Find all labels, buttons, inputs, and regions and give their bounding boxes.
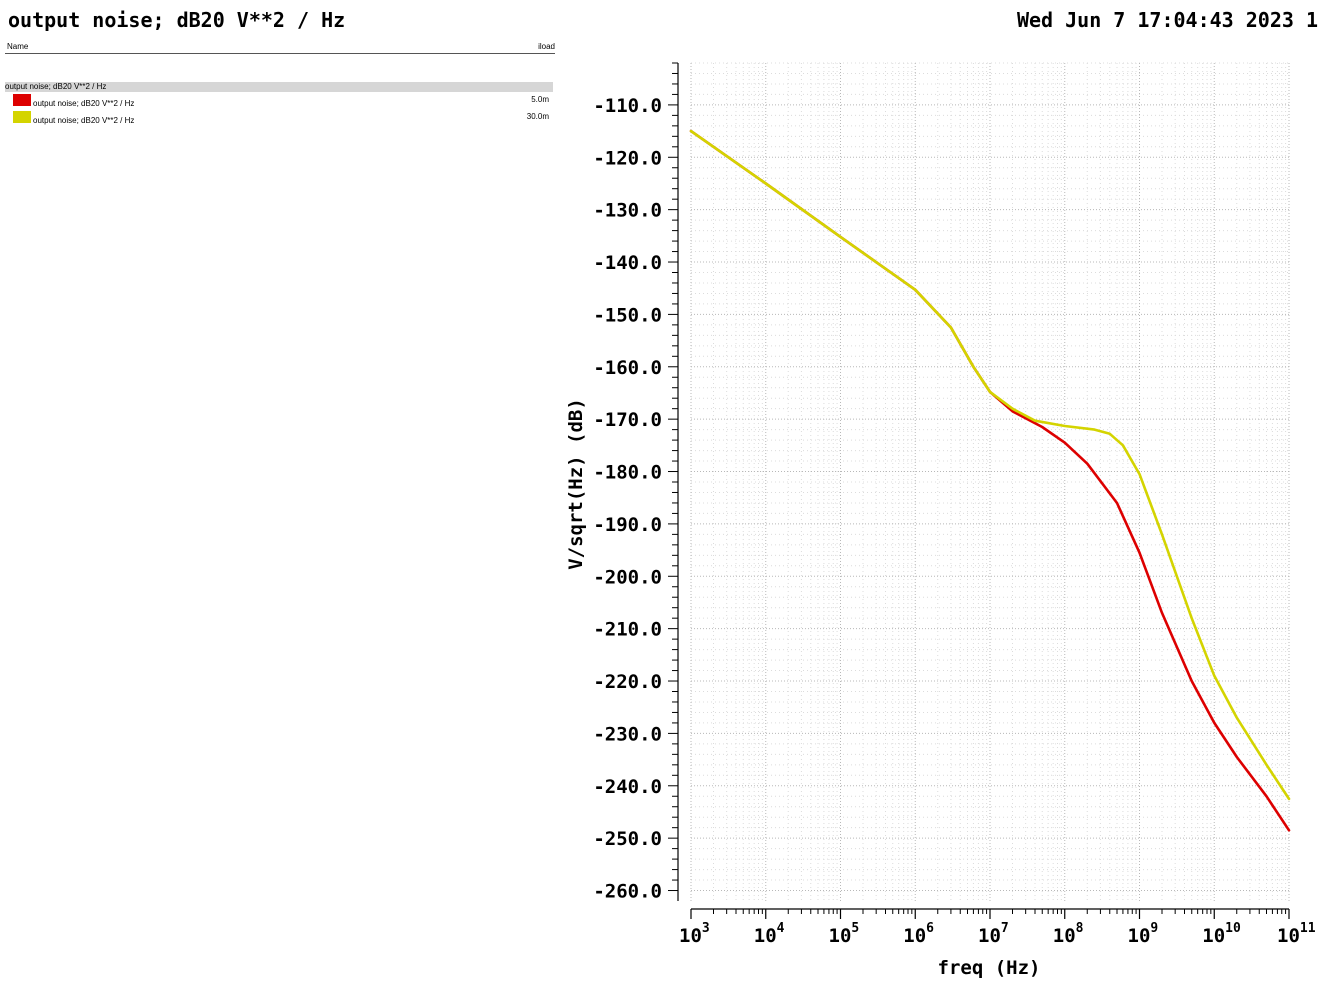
y-tick-label: -220.0 — [593, 671, 662, 693]
y-tick-label: -160.0 — [593, 357, 662, 379]
y-tick-label: -170.0 — [593, 409, 662, 431]
y-tick-label: -260.0 — [593, 881, 662, 903]
x-tick-label: 107 — [978, 921, 1009, 947]
y-tick-label: -200.0 — [593, 566, 662, 588]
y-tick-label: -130.0 — [593, 200, 662, 222]
x-tick-label: 1010 — [1202, 921, 1241, 947]
legend-param-header: iload — [538, 42, 555, 51]
x-tick-labels: 103 104 105 106 107 108 109 1010 1011 — [679, 921, 1316, 947]
x-tick-label: 108 — [1053, 921, 1084, 947]
legend-name-header: Name — [7, 42, 29, 51]
x-tick-label: 109 — [1128, 921, 1159, 947]
x-tick-label: 106 — [903, 921, 934, 947]
x-tick-label: 105 — [829, 921, 860, 947]
y-tick-label: -240.0 — [593, 776, 662, 798]
axes — [668, 62, 1290, 919]
y-axis-label: V/sqrt(Hz) (dB) — [565, 398, 587, 570]
legend-group-row[interactable]: output noise; dB20 V**2 / Hz — [5, 82, 553, 92]
legend-header: Name iload — [5, 40, 555, 54]
series-lines[interactable] — [689, 129, 1291, 832]
legend-entry-value: 30.0m — [526, 112, 549, 121]
timestamp: Wed Jun 7 17:04:43 2023 1 — [1016, 8, 1318, 32]
legend-entry-value: 5.0m — [531, 95, 549, 104]
x-tick-label: 104 — [754, 921, 785, 947]
legend-swatch-yellow — [13, 111, 31, 123]
legend-swatch-red — [13, 94, 31, 106]
legend-entry-1[interactable]: output noise; dB20 V**2 / Hz 5.0m — [5, 92, 555, 109]
y-tick-label: -250.0 — [593, 828, 662, 850]
x-tick-label: 103 — [679, 921, 710, 947]
series-line-30.0m[interactable] — [689, 129, 1291, 801]
plot-title: output noise; dB20 V**2 / Hz — [8, 8, 346, 32]
grid-major — [690, 63, 1290, 901]
y-tick-label: -230.0 — [593, 723, 662, 745]
legend-entry-label: output noise; dB20 V**2 / Hz — [33, 99, 135, 108]
x-tick-label: 1011 — [1277, 921, 1316, 947]
legend-entry-2[interactable]: output noise; dB20 V**2 / Hz 30.0m — [5, 109, 555, 126]
grid-minor — [691, 62, 1289, 901]
y-tick-label: -110.0 — [593, 95, 662, 117]
y-tick-label: -180.0 — [593, 462, 662, 484]
y-tick-label: -190.0 — [593, 514, 662, 536]
y-tick-labels: -110.0 -120.0 -130.0 -140.0 -150.0 -160.0 -170… — [593, 95, 662, 903]
x-axis-label: freq (Hz) — [938, 957, 1041, 979]
legend-panel: Name iload output noise; dB20 V**2 / Hz … — [5, 40, 555, 126]
legend-entry-label: output noise; dB20 V**2 / Hz — [33, 116, 135, 125]
y-tick-label: -210.0 — [593, 619, 662, 641]
y-tick-label: -140.0 — [593, 252, 662, 274]
y-tick-label: -150.0 — [593, 304, 662, 326]
y-tick-label: -120.0 — [593, 147, 662, 169]
